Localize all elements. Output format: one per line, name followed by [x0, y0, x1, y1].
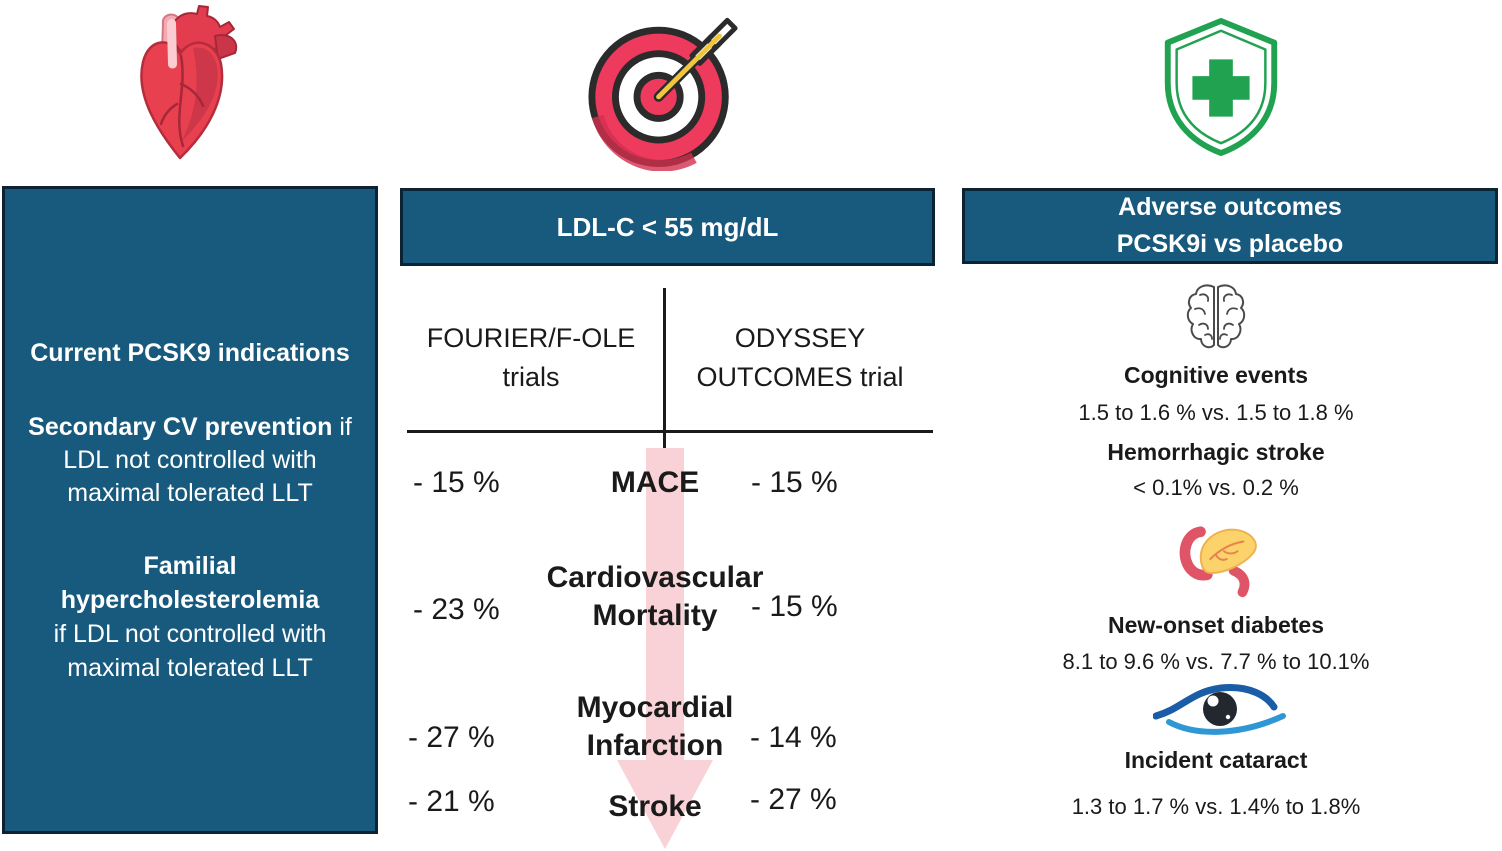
cv-mortality-fourier-value: - 23 % — [413, 593, 500, 626]
new-onset-diabetes-label: New-onset diabetes — [1108, 612, 1324, 638]
adverse-outcomes-header: Adverse outcomes PCSK9i vs placebo — [962, 188, 1498, 264]
familial-line2: hypercholesterolemia — [60, 586, 320, 614]
stroke-odyssey-value: - 27 % — [750, 783, 837, 816]
incident-cataract-label: Incident cataract — [1124, 747, 1308, 773]
familial-block: Familial hypercholesterolemia if LDL not… — [5, 549, 375, 685]
brain-icon — [1186, 284, 1246, 349]
down-arrow-head — [617, 760, 713, 849]
outcome-label-mace: MACE — [610, 466, 700, 499]
anatomical-heart-icon — [140, 5, 238, 160]
incident-cataract-value: 1.3 to 1.7 % vs. 1.4% to 1.8% — [1071, 794, 1361, 819]
hemorrhagic-stroke-label: Hemorrhagic stroke — [1107, 439, 1325, 465]
outcome-label-mi: Myocardial Infarction — [576, 691, 734, 762]
mace-fourier-value: - 15 % — [413, 466, 500, 499]
column-divider-line — [663, 288, 666, 448]
secondary-prevention-block: Secondary CV prevention if LDL not contr… — [5, 411, 375, 510]
mi-odyssey-value: - 14 % — [750, 721, 837, 754]
familial-line4: maximal tolerated LLT — [67, 654, 313, 682]
outcome-label-cv-mortality: Cardiovascular Mortality — [546, 561, 764, 632]
fourier-column-header: FOURIER/F-OLE trials — [426, 323, 636, 392]
secondary-prevention-line3: maximal tolerated LLT — [67, 479, 313, 507]
table-rule-line — [407, 430, 933, 433]
hemorrhagic-stroke-value: < 0.1% vs. 0.2 % — [1133, 475, 1299, 500]
cv-mortality-odyssey-value: - 15 % — [751, 590, 838, 623]
mi-fourier-value: - 27 % — [408, 721, 495, 754]
secondary-prevention-line2: LDL not controlled with — [63, 446, 317, 474]
cognitive-events-label: Cognitive events — [1123, 362, 1309, 388]
cognitive-events-value: 1.5 to 1.6 % vs. 1.5 to 1.8 % — [1078, 400, 1354, 425]
indications-panel: Current PCSK9 indications Secondary CV p… — [2, 186, 378, 834]
outcome-label-stroke: Stroke — [608, 790, 702, 823]
ldl-target-header-text: LDL-C < 55 mg/dL — [556, 211, 779, 242]
secondary-prevention-line1: Secondary CV prevention if — [28, 413, 352, 441]
ldl-target-header: LDL-C < 55 mg/dL — [400, 188, 935, 266]
familial-line1: Familial — [143, 552, 237, 580]
medical-shield-icon — [1164, 17, 1278, 156]
familial-line3: if LDL not controlled with — [53, 620, 327, 648]
eye-icon — [1153, 684, 1286, 735]
down-arrow-shaft — [646, 448, 684, 762]
stroke-fourier-value: - 21 % — [408, 785, 495, 818]
odyssey-column-header: ODYSSEY OUTCOMES trial — [696, 323, 904, 392]
indications-title: Current PCSK9 indications — [30, 339, 350, 367]
target-arrow-icon — [588, 17, 738, 171]
new-onset-diabetes-value: 8.1 to 9.6 % vs. 7.7 % to 10.1% — [1062, 649, 1370, 674]
mace-odyssey-value: - 15 % — [751, 466, 838, 499]
pancreas-icon — [1179, 526, 1257, 598]
